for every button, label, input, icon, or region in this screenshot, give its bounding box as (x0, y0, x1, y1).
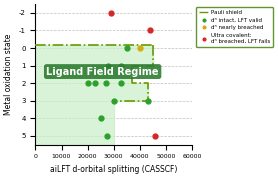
Text: Ligand Field Regime: Ligand Field Regime (46, 67, 159, 77)
Legend: Pauli shield, dⁿ intact, LFT valid, dⁿ nearly breached, Ultra covalent:
dⁿ breac: Pauli shield, dⁿ intact, LFT valid, dⁿ n… (196, 7, 273, 47)
X-axis label: aiLFT d-orbital splitting (CASSCF): aiLFT d-orbital splitting (CASSCF) (50, 165, 177, 174)
Polygon shape (35, 45, 153, 145)
Y-axis label: Metal oxidation state: Metal oxidation state (4, 34, 13, 115)
